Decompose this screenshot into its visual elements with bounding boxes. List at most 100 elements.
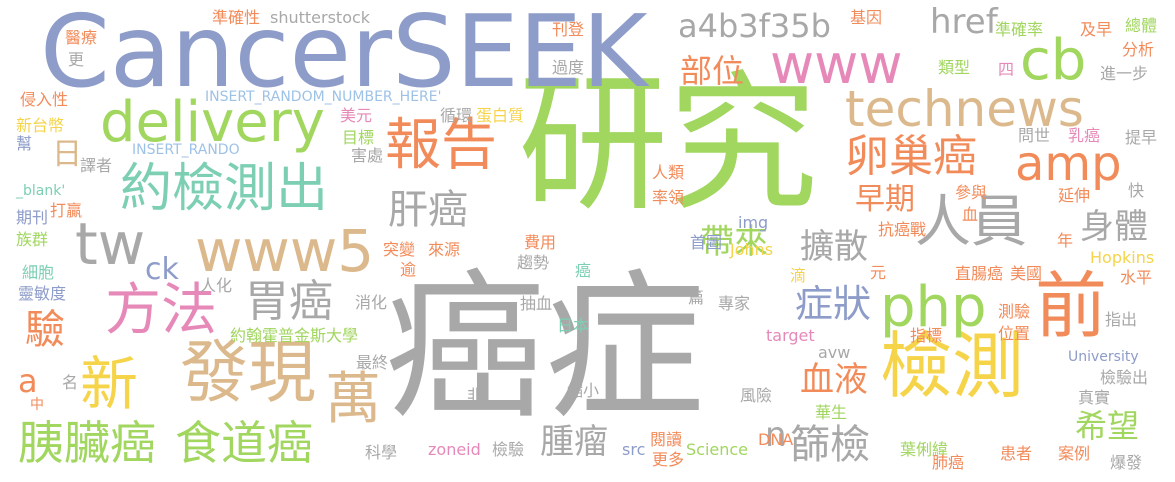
word-a: a — [18, 362, 38, 400]
word-point-out: 指出 — [1105, 310, 1138, 329]
word-target: target — [766, 326, 815, 345]
word-cycle: 循環 — [440, 106, 473, 125]
word-examine: 檢驗 — [492, 440, 525, 459]
word-win: 打贏 — [50, 201, 83, 220]
word-discover: 發現 — [180, 334, 317, 413]
word-exceed: 逾 — [400, 260, 417, 279]
word-usd: 美元 — [340, 106, 373, 125]
word-esophageal-cancer: 食道癌 — [175, 416, 313, 470]
word-delivery: delivery — [100, 90, 325, 155]
word-journal: 期刊 — [16, 208, 49, 227]
word-early-on: 及早 — [1080, 20, 1113, 39]
word-source: 來源 — [428, 240, 461, 259]
word-day: 日 — [52, 137, 82, 172]
word-medical: 醫療 — [65, 28, 98, 47]
word-mutation: 突變 — [383, 240, 416, 259]
word-translator: 譯者 — [80, 156, 113, 175]
word-level: 水平 — [1120, 268, 1153, 287]
word-four: 四 — [998, 60, 1015, 79]
word-test: 驗 — [25, 307, 65, 353]
word-insert-random-number: INSERT_RANDOM_NUMBER_HERE' — [205, 89, 442, 105]
word-people: 名 — [62, 373, 79, 392]
word-blood: 血液 — [800, 360, 868, 400]
word-publish: 刊登 — [552, 20, 585, 39]
word-cancer-small: 癌 — [572, 262, 591, 278]
word-cost: 費用 — [524, 233, 557, 252]
word-analysis: 分析 — [1122, 40, 1155, 59]
word-human: 人類 — [652, 163, 685, 182]
word-shutterstock: shutterstock — [270, 8, 371, 27]
word-university: University — [1068, 349, 1139, 365]
word-ethnic-group: 族群 — [16, 230, 49, 249]
word-further: 進一步 — [1100, 64, 1149, 83]
word-insert-rando: INSERT_RANDO — [132, 142, 240, 158]
word-middle: 中 — [30, 397, 44, 413]
word-accuracy: 準確性 — [212, 8, 261, 27]
word-real: 真實 — [1078, 388, 1111, 407]
word-early: 早期 — [855, 182, 915, 217]
word-report: 報告 — [385, 113, 497, 178]
word-screening: 篩檢 — [790, 422, 870, 468]
word-type: 類型 — [938, 58, 971, 77]
word-not: 非 — [467, 386, 484, 405]
word-more-items: 更多 — [652, 450, 685, 469]
word-symptom: 症狀 — [795, 282, 872, 326]
word-indicator: 指標 — [910, 326, 943, 345]
word-shrink: 縮小 — [567, 381, 600, 400]
word-src: src — [622, 440, 646, 459]
word-author-name: 葉俐緯 — [900, 440, 949, 459]
word-cancerseek: CancerSEEK — [40, 0, 648, 110]
word-year: 年 — [1057, 231, 1074, 250]
word-harm: 害處 — [351, 146, 384, 165]
word-href: href — [930, 2, 998, 42]
word-help: 幫 — [16, 134, 33, 153]
word-pancreatic-cancer: 胰臟癌 — [18, 416, 156, 470]
word-colorectal-cancer: 直腸癌 — [955, 264, 1004, 283]
word-cell: 細胞 — [22, 263, 55, 282]
word-trend: 趨勢 — [517, 253, 550, 272]
word-yuan: 元 — [870, 263, 887, 282]
word-watson: 華生 — [815, 403, 848, 422]
word-research: 研究 — [518, 58, 819, 232]
word-japan: 日本 — [557, 316, 590, 335]
word-php: php — [880, 275, 987, 340]
word-hope: 希望 — [1075, 407, 1140, 445]
word-science: Science — [686, 440, 749, 459]
word-drop: 滴 — [790, 266, 807, 285]
word-body: 身體 — [1080, 207, 1148, 247]
word-www: www — [770, 33, 903, 96]
word-protein: 蛋白質 — [476, 106, 525, 125]
word-humanize: 人化 — [200, 276, 233, 295]
word-tumor: 腫瘤 — [540, 422, 608, 462]
word-avw: avw — [818, 343, 851, 362]
word-participate: 參與 — [955, 183, 988, 202]
word-expert: 專家 — [718, 294, 751, 313]
word-zoneid: zoneid — [428, 440, 481, 459]
word-more: 更 — [68, 50, 85, 69]
word-launch: 問世 — [1018, 126, 1051, 145]
word-accuracy-rate: 準確率 — [995, 20, 1044, 39]
word-final: 最終 — [356, 353, 389, 372]
word-bring: 帶來 — [700, 222, 768, 262]
word-sensitivity: 靈敏度 — [18, 284, 67, 303]
word-dna: DNA — [758, 430, 794, 449]
word-a4b3f35b: a4b3f35b — [678, 7, 831, 45]
word-stomach-cancer: 胃癌 — [245, 276, 333, 327]
word-target-goal: 目標 — [342, 128, 375, 147]
word-position: 位置 — [998, 324, 1031, 343]
word-personnel: 人員 — [915, 190, 1027, 255]
word-technews: technews — [845, 80, 1084, 138]
word-advance: 提早 — [1125, 128, 1158, 147]
word-www5: www5 — [195, 217, 375, 285]
word-case: 案例 — [1058, 444, 1091, 463]
word-detected: 檢驗出 — [1100, 368, 1149, 387]
word-usa: 美國 — [1010, 264, 1043, 283]
word-ten-thousand: 萬 — [325, 367, 381, 432]
word-cb: cb — [1020, 28, 1087, 93]
word-n: n — [765, 415, 787, 455]
word-cancer: 癌症 — [385, 254, 706, 441]
word-extend: 延伸 — [1058, 186, 1091, 205]
word-risk: 風險 — [740, 386, 773, 405]
word-amp: amp — [1015, 136, 1122, 192]
